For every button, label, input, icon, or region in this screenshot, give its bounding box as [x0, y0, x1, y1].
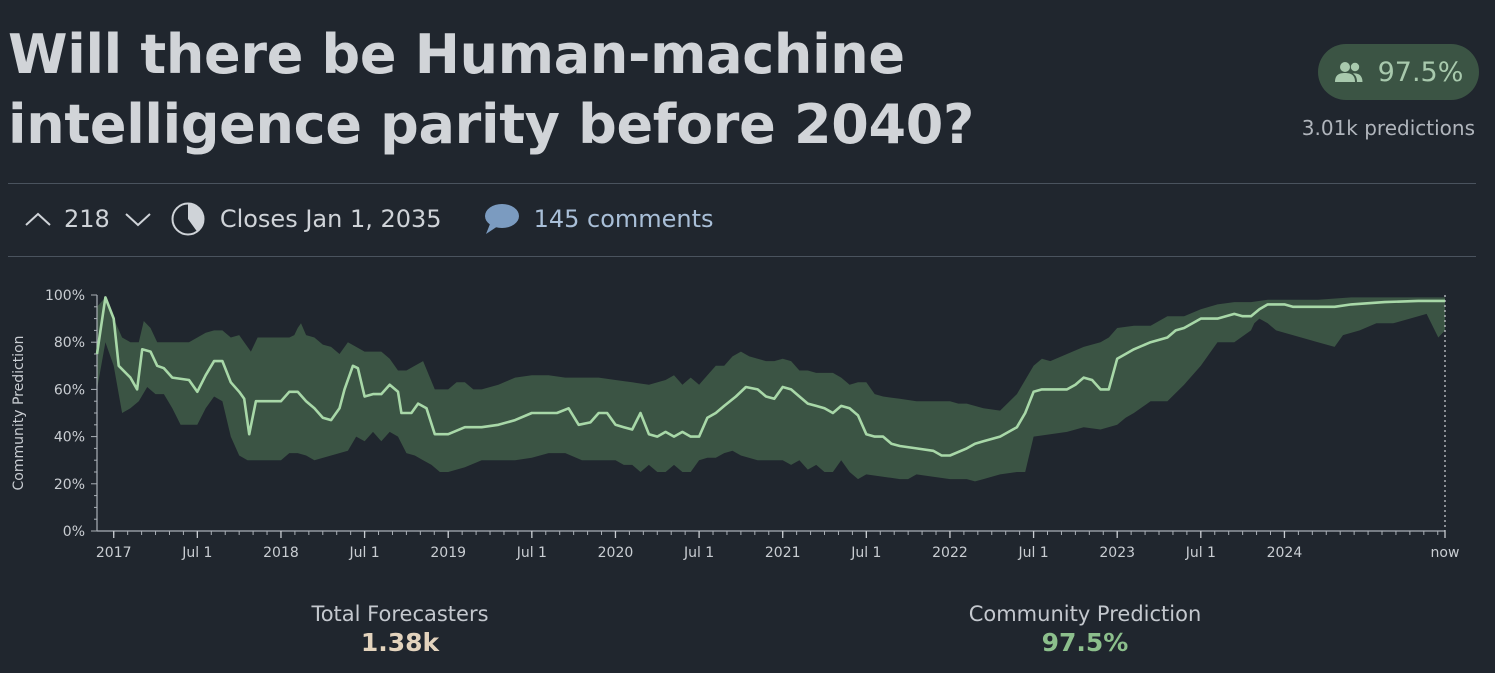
x-tick-label: Jul 1 — [1185, 545, 1216, 561]
x-tick-label: Jul 1 — [348, 545, 379, 561]
comments-count: 145 comments — [533, 205, 714, 233]
community-prediction-chart[interactable]: 0% 20% 40% 60% 80% 100% 2017 Jul 1 2018 Jul 1 2019… — [0, 278, 1495, 578]
x-tick-label: 2019 — [430, 545, 466, 561]
x-tick-label: 2018 — [263, 545, 299, 561]
total-forecasters-label: Total Forecasters — [311, 602, 489, 626]
vote-count: 218 — [64, 205, 110, 233]
question-meta-row: 218 Closes Jan 1, 2035 145 comments — [24, 196, 714, 242]
header-divider — [8, 183, 1476, 184]
y-axis-label: Community Prediction — [11, 335, 27, 490]
x-tick-label: 2024 — [1267, 545, 1303, 561]
confidence-band — [97, 297, 1445, 482]
question-title: Will there be Human-machine intelligence… — [8, 23, 975, 156]
x-tick-label: Jul 1 — [683, 545, 714, 561]
y-tick-label: 60% — [54, 382, 85, 398]
chevron-down-icon — [125, 213, 151, 227]
x-tick-label: 2021 — [765, 545, 801, 561]
users-icon — [1334, 61, 1364, 83]
x-tick-label: Jul 1 — [1017, 545, 1048, 561]
community-prediction-value: 97.5% — [1377, 56, 1464, 88]
x-tick-label: Jul 1 — [516, 545, 547, 561]
time-progress-icon — [170, 201, 206, 237]
downvote-button[interactable] — [124, 210, 152, 228]
community-prediction-label: Community Prediction — [968, 602, 1202, 626]
community-prediction-stat: Community Prediction 97.5% — [950, 602, 1220, 657]
community-prediction-stat-value: 97.5% — [1041, 628, 1129, 657]
y-tick-label: 80% — [54, 335, 85, 351]
x-tick-label: Jul 1 — [850, 545, 881, 561]
close-date: Closes Jan 1, 2035 — [219, 205, 442, 233]
community-prediction-badge[interactable]: 97.5% — [1318, 44, 1479, 100]
comments-link[interactable]: 145 comments — [482, 202, 714, 236]
comment-icon — [484, 204, 519, 234]
y-tick-label: 100% — [45, 288, 85, 304]
total-forecasters-stat: Total Forecasters 1.38k — [290, 602, 510, 657]
predictions-count: 3.01k predictions — [1301, 116, 1475, 140]
y-tick-label: 20% — [54, 477, 85, 493]
community-prediction-line — [95, 296, 1445, 457]
y-tick-label: 40% — [54, 430, 85, 446]
upvote-button[interactable] — [24, 210, 52, 228]
chevron-up-icon — [25, 212, 51, 226]
x-tick-label: 2017 — [96, 545, 132, 561]
x-tick-label: now — [1431, 545, 1460, 561]
y-tick-label: 0% — [63, 524, 85, 540]
x-tick-label: 2022 — [932, 545, 968, 561]
x-tick-label: 2023 — [1099, 545, 1135, 561]
x-tick-label: 2020 — [598, 545, 634, 561]
meta-divider — [8, 256, 1476, 257]
x-tick-label: Jul 1 — [181, 545, 212, 561]
total-forecasters-value: 1.38k — [360, 628, 440, 657]
